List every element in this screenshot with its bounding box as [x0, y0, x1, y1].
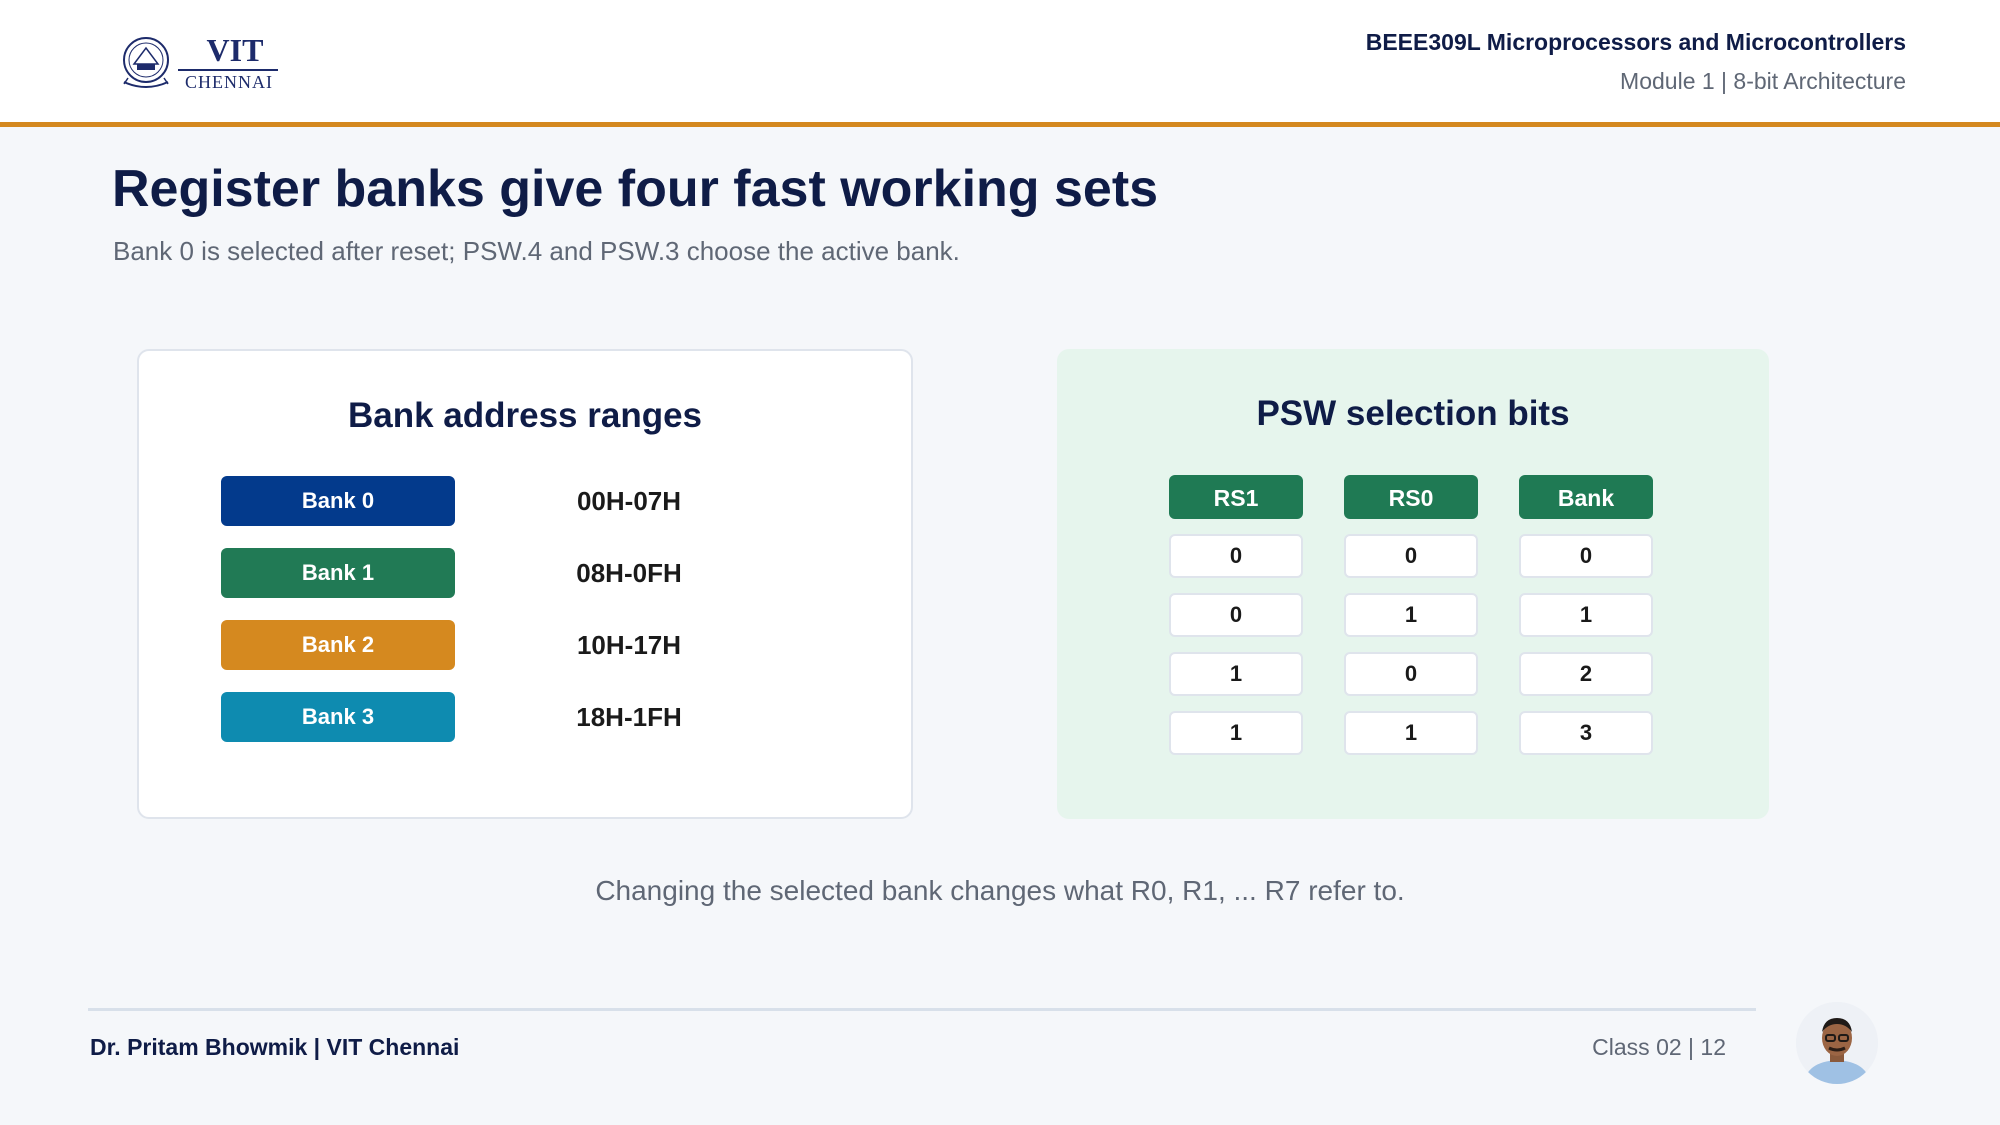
bank-0-range: 00H-07H: [576, 486, 682, 516]
bank-note: Changing the selected bank changes what …: [595, 875, 1405, 906]
psw-cell: 2: [1519, 652, 1653, 696]
psw-cell: 1: [1169, 711, 1303, 755]
course-title: BEEE309L Microprocessors and Microcontro…: [1365, 29, 1906, 55]
person-icon: [1796, 1002, 1878, 1084]
slide-header: VIT CHENNAI BEEE309L Microprocessors and…: [0, 0, 2000, 127]
psw-panel-title: PSW selection bits: [1256, 394, 1570, 433]
psw-cell: 1: [1169, 652, 1303, 696]
bank-3-pill: Bank 3: [221, 692, 455, 742]
bank-1-range: 08H-0FH: [576, 558, 682, 588]
university-seal-icon: [123, 37, 169, 88]
bank-2-pill: Bank 2: [221, 620, 455, 670]
footer-class-page: Class 02 | 12: [1592, 1034, 1726, 1060]
vit-chennai-logo: VIT CHENNAI: [120, 32, 280, 92]
bank-2-range: 10H-17H: [576, 630, 682, 660]
psw-cell: 0: [1344, 534, 1478, 578]
psw-cell: 0: [1519, 534, 1653, 578]
bank-1-pill: Bank 1: [221, 548, 455, 598]
psw-cell: 0: [1169, 593, 1303, 637]
bank-0-pill: Bank 0: [221, 476, 455, 526]
logo-wordmark: VIT: [206, 32, 264, 68]
logo-divider: [178, 69, 278, 71]
bank-panel-title: Bank address ranges: [347, 396, 703, 435]
slide-subtitle: Bank 0 is selected after reset; PSW.4 an…: [113, 236, 960, 266]
psw-header-rs0: RS0: [1344, 475, 1478, 519]
logo-city: CHENNAI: [185, 72, 273, 92]
module-label: Module 1 | 8-bit Architecture: [1620, 68, 1906, 94]
footer-author: Dr. Pritam Bhowmik | VIT Chennai: [90, 1034, 460, 1060]
footer-divider: [88, 1008, 1756, 1011]
psw-cell: 3: [1519, 711, 1653, 755]
presenter-avatar: [1796, 1002, 1878, 1084]
psw-cell: 0: [1344, 652, 1478, 696]
psw-cell: 1: [1344, 711, 1478, 755]
psw-header-bank: Bank: [1519, 475, 1653, 519]
slide-title: Register banks give four fast working se…: [112, 160, 1159, 218]
psw-selection-panel: PSW selection bits RS1 RS0 Bank 0 0 0 0 …: [1057, 349, 1769, 819]
psw-header-rs1: RS1: [1169, 475, 1303, 519]
psw-cell: 1: [1344, 593, 1478, 637]
bank-3-range: 18H-1FH: [576, 702, 682, 732]
bank-address-panel: Bank address ranges Bank 0 00H-07H Bank …: [137, 349, 913, 819]
psw-cell: 1: [1519, 593, 1653, 637]
psw-cell: 0: [1169, 534, 1303, 578]
